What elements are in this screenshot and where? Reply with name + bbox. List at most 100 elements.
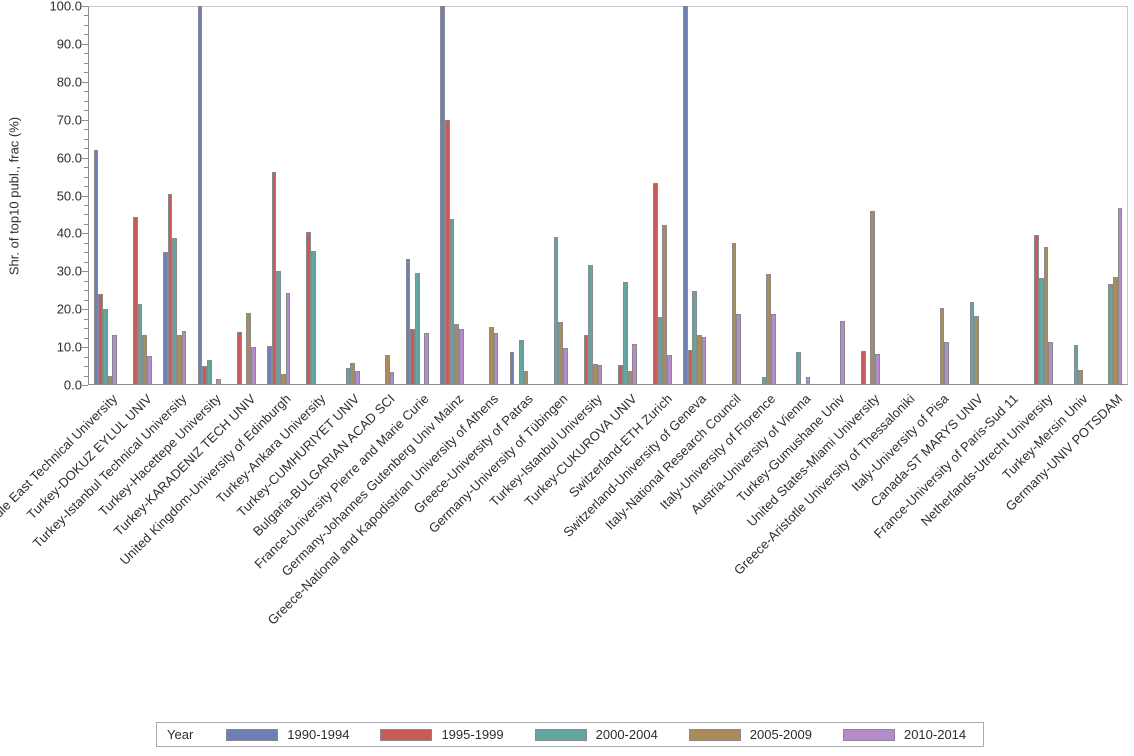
- bar-1995-1999: [202, 366, 207, 385]
- legend-label: 1990-1994: [287, 727, 350, 742]
- y-minor-tick: [84, 223, 88, 225]
- bar-1995-1999: [653, 182, 658, 385]
- bar-2000-2004: [207, 359, 212, 385]
- y-minor-tick: [84, 129, 88, 131]
- bar-2010-2014: [285, 292, 291, 385]
- bar-1990-1994: [267, 345, 272, 385]
- bar-1995-1999: [167, 194, 173, 385]
- plot-area: [88, 6, 1128, 385]
- y-tick-label: 30.0: [56, 263, 82, 279]
- bar-2000-2004: [553, 237, 559, 385]
- y-minor-tick: [84, 337, 88, 339]
- bar-2005-2009: [731, 243, 737, 385]
- y-minor-tick: [84, 24, 88, 26]
- y-major-tick: [82, 119, 88, 121]
- y-minor-tick: [84, 366, 88, 368]
- y-minor-tick: [84, 34, 88, 36]
- legend-item-1990-1994: 1990-1994: [226, 727, 349, 742]
- bar-1995-1999: [687, 349, 693, 385]
- bar-1990-1994: [197, 6, 203, 385]
- y-minor-tick: [84, 53, 88, 55]
- bar-2005-2009: [280, 374, 286, 385]
- bar-2000-2004: [657, 317, 663, 385]
- bar-2000-2004: [311, 250, 316, 385]
- bar-2005-2009: [662, 224, 667, 385]
- bar-2005-2009: [974, 316, 979, 385]
- legend-swatch-1995-1999: [380, 728, 433, 741]
- bar-1995-1999: [98, 294, 103, 385]
- bar-1995-1999: [1034, 234, 1039, 385]
- bar-2005-2009: [592, 363, 598, 385]
- y-minor-tick: [84, 62, 88, 64]
- y-minor-tick: [84, 204, 88, 206]
- y-minor-tick: [84, 110, 88, 112]
- bar-2010-2014: [389, 372, 395, 385]
- bar-2010-2014: [840, 321, 845, 385]
- y-tick-label: 100.0: [49, 0, 82, 14]
- y-minor-tick: [84, 186, 88, 188]
- bar-2000-2004: [969, 302, 975, 385]
- bar-1995-1999: [583, 334, 589, 385]
- bar-2010-2014: [181, 330, 187, 385]
- bar-2000-2004: [1073, 344, 1079, 385]
- y-major-tick: [82, 385, 88, 386]
- bar-1990-1994: [163, 251, 168, 385]
- bar-1995-1999: [445, 119, 450, 385]
- bar-2000-2004: [519, 339, 524, 385]
- y-major-tick: [82, 81, 88, 83]
- y-tick-label: 90.0: [56, 36, 82, 52]
- y-axis-title: Shr. of top10 publ., frac (%): [6, 116, 22, 276]
- y-minor-tick: [84, 138, 88, 140]
- bar-2005-2009: [176, 334, 182, 385]
- y-tick-label: 50.0: [56, 188, 82, 203]
- y-tick-label: 70.0: [56, 112, 82, 128]
- bar-2000-2004: [172, 237, 177, 385]
- y-tick-label: 40.0: [56, 225, 82, 241]
- bar-2000-2004: [623, 281, 628, 385]
- bar-2010-2014: [736, 314, 741, 385]
- bar-2005-2009: [384, 354, 390, 385]
- bar-1995-1999: [237, 331, 242, 385]
- bar-2010-2014: [424, 332, 429, 385]
- y-major-tick: [82, 233, 88, 235]
- y-tick-label: 80.0: [56, 74, 82, 90]
- bar-2010-2014: [770, 314, 776, 385]
- legend: Year 1990-1994 1995-1999 2000-2004 2005-200…: [156, 722, 984, 747]
- bar-1995-1999: [618, 365, 623, 385]
- bar-2005-2009: [246, 312, 251, 385]
- bar-2005-2009: [1112, 276, 1118, 385]
- bar-2005-2009: [558, 322, 563, 385]
- y-minor-tick: [84, 299, 88, 301]
- bar-2000-2004: [761, 377, 767, 385]
- bar-2010-2014: [216, 379, 221, 385]
- bar-2000-2004: [796, 351, 801, 385]
- bar-2005-2009: [627, 371, 633, 385]
- bar-1995-1999: [306, 231, 311, 385]
- legend-swatch-2000-2004: [534, 728, 587, 741]
- y-tick-label: 10.0: [56, 339, 82, 355]
- bar-2010-2014: [805, 377, 811, 385]
- bar-2005-2009: [350, 362, 355, 385]
- legend-swatch-2005-2009: [688, 728, 741, 741]
- y-minor-tick: [84, 290, 88, 292]
- bar-2000-2004: [1039, 278, 1044, 385]
- bar-1990-1994: [440, 6, 446, 385]
- bar-2010-2014: [666, 355, 672, 385]
- legend-item-2005-2009: 2005-2009: [688, 727, 812, 742]
- y-minor-tick: [84, 242, 88, 244]
- bar-2000-2004: [345, 367, 351, 385]
- y-minor-tick: [84, 15, 88, 17]
- bar-2005-2009: [454, 323, 459, 385]
- legend-item-2010-2014: 2010-2014: [842, 727, 966, 742]
- y-major-tick: [82, 195, 88, 197]
- y-major-tick: [82, 157, 88, 159]
- y-minor-tick: [84, 167, 88, 169]
- bar-2005-2009: [142, 335, 147, 385]
- y-minor-tick: [84, 375, 88, 377]
- bar-2000-2004: [137, 303, 143, 385]
- bar-2010-2014: [354, 371, 360, 385]
- bar-2005-2009: [766, 273, 771, 385]
- bar-2000-2004: [692, 290, 697, 385]
- y-minor-tick: [84, 261, 88, 263]
- y-major-tick: [82, 6, 88, 7]
